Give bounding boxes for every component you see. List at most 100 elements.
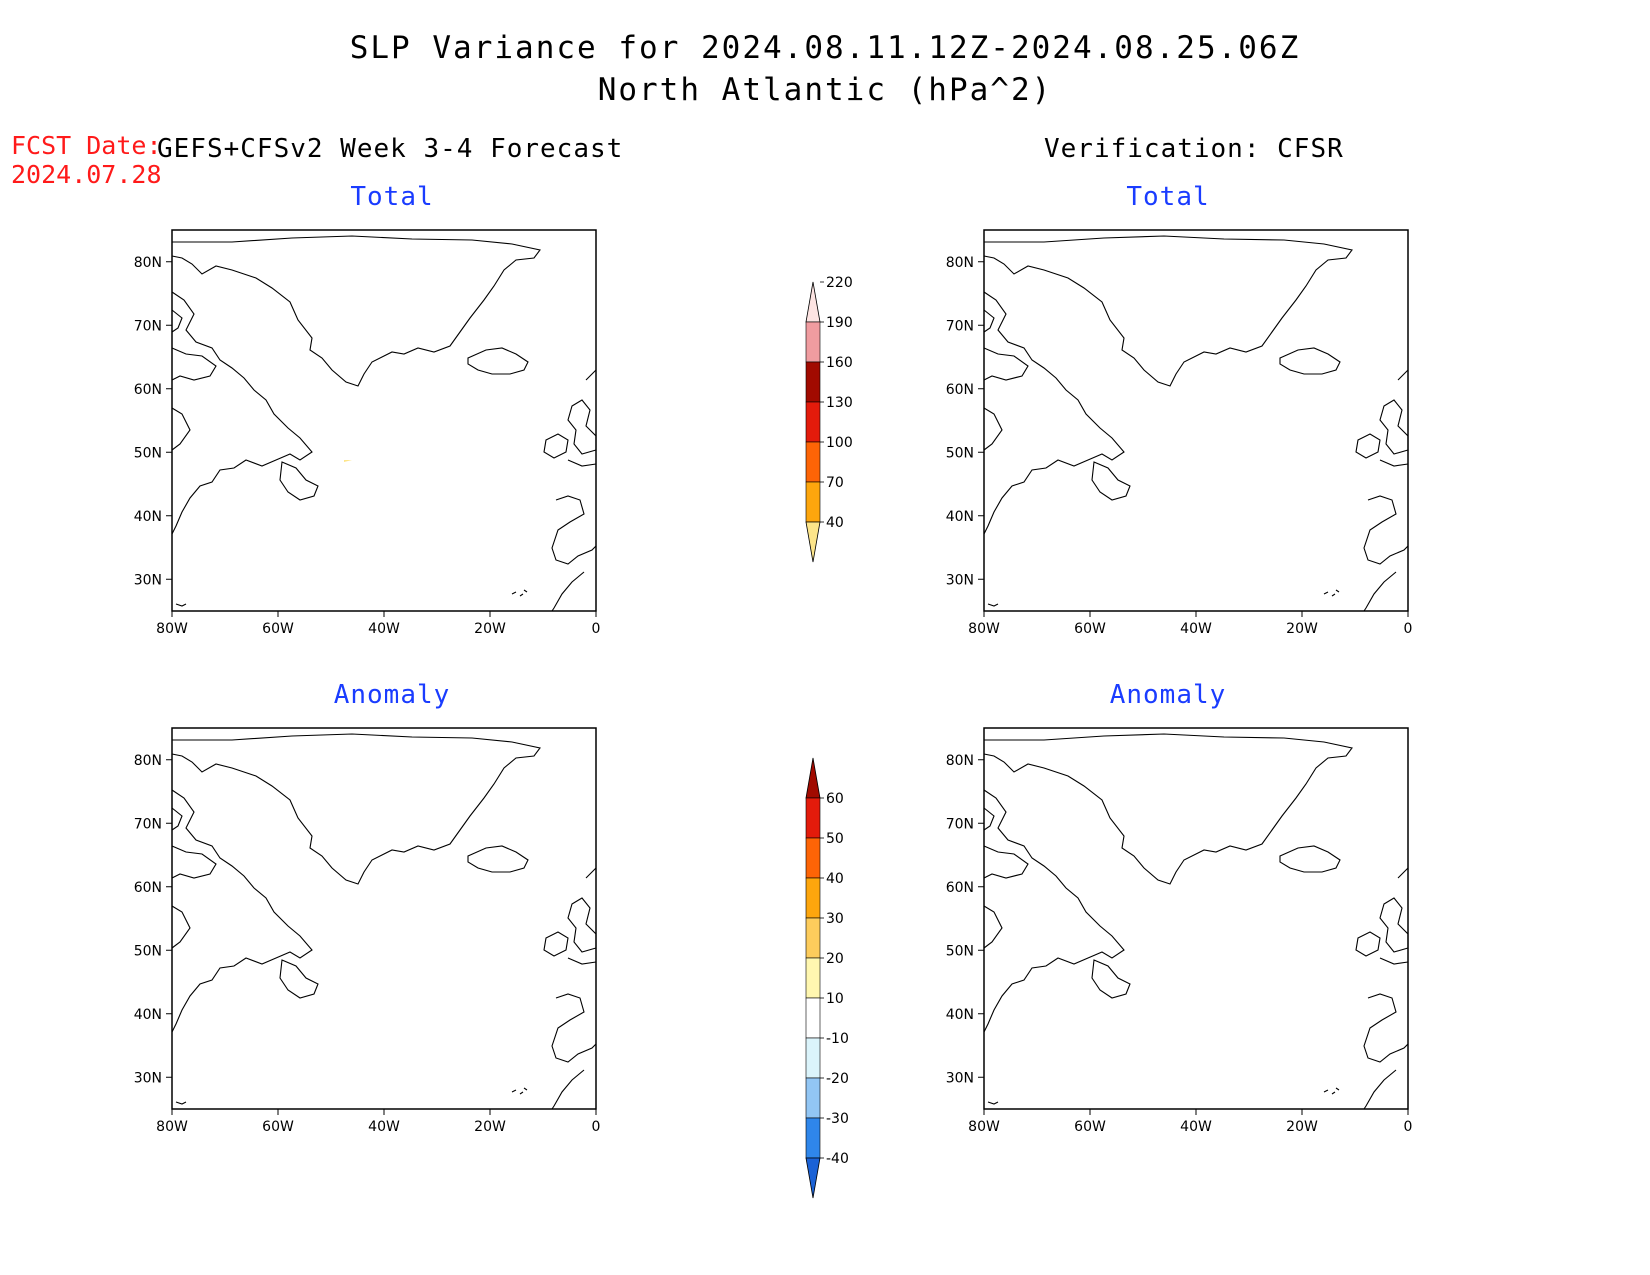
verif-total-frame: [983, 229, 1409, 612]
total-colorbar-label: 190: [826, 315, 853, 331]
lat-tick-label: 60N: [946, 880, 974, 896]
lon-tick-label: 0: [1404, 621, 1413, 637]
anomaly-colorbar-swatch: [805, 917, 821, 959]
anomaly-colorbar-swatch: [805, 877, 821, 919]
lon-tick-label: 80W: [156, 621, 188, 637]
verif-anomaly-field: [984, 728, 1408, 1109]
anomaly-colorbar-label: 40: [826, 871, 844, 887]
fcst-date-label: FCST Date:: [11, 131, 162, 160]
anomaly-colorbar-label: 30: [826, 911, 844, 927]
verif-anomaly-coastline: [983, 733, 1409, 1110]
total-colorbar-label: 220: [826, 275, 853, 291]
lat-tick-label: 40N: [134, 509, 162, 525]
lon-tick-label: 60W: [1074, 1119, 1106, 1135]
lat-tick-label: 30N: [946, 1070, 974, 1086]
anomaly-colorbar-label: 20: [826, 951, 844, 967]
lat-tick-label: 40N: [946, 1007, 974, 1023]
anomaly-colorbar-label: 50: [826, 831, 844, 847]
anomaly-colorbar-swatch: [805, 1037, 821, 1079]
lon-tick-label: 40W: [1180, 621, 1212, 637]
lat-tick-label: 30N: [946, 572, 974, 588]
lat-tick-label: 50N: [134, 943, 162, 959]
total-colorbar-bottom-arrow: [805, 521, 821, 563]
anomaly-colorbar-swatch: [805, 957, 821, 999]
forecast-total-frame: [171, 229, 597, 612]
anomaly-colorbar-label: 10: [826, 991, 844, 1007]
lat-tick-label: 80N: [134, 255, 162, 271]
forecast-anomaly-frame: [171, 727, 597, 1110]
lat-tick-label: 80N: [134, 753, 162, 769]
lon-tick-label: 60W: [262, 621, 294, 637]
lat-tick-label: 30N: [134, 572, 162, 588]
total-colorbar-label: 130: [826, 395, 853, 411]
colorbars: 40 70 100 130 160 190 220 -40 -30 -20 -10 10 20 30 40 5…: [805, 275, 853, 1199]
fcst-date-value: 2024.07.28: [11, 160, 162, 189]
forecast-anomaly-field: [396, 832, 460, 876]
panel-title-verif-total: Total: [1126, 182, 1210, 212]
lon-tick-label: 40W: [368, 621, 400, 637]
total-colorbar-swatch: [805, 401, 821, 443]
lat-tick-label: 50N: [946, 445, 974, 461]
lat-tick-label: 70N: [946, 816, 974, 832]
verif-total-field: [984, 230, 1408, 578]
anomaly-colorbar-label: 60: [826, 791, 844, 807]
total-colorbar-label: 70: [826, 475, 844, 491]
lon-tick-label: 80W: [968, 621, 1000, 637]
total-colorbar-swatch: [805, 481, 821, 523]
panel-title-forecast-total: Total: [350, 182, 434, 212]
lon-tick-label: 0: [592, 621, 601, 637]
total-colorbar-top-arrow: [805, 281, 821, 323]
anomaly-colorbar-swatch: [805, 1077, 821, 1119]
right-column-title: Verification: CFSR: [1044, 134, 1344, 164]
lat-tick-label: 60N: [134, 382, 162, 398]
lon-tick-label: 80W: [968, 1119, 1000, 1135]
lat-tick-label: 30N: [134, 1070, 162, 1086]
anomaly-colorbar-bottom-arrow: [805, 1157, 821, 1199]
lat-tick-label: 80N: [946, 255, 974, 271]
forecast-anomaly-coastline: [171, 733, 597, 1110]
panel-title-forecast-anomaly: Anomaly: [333, 680, 451, 710]
lat-tick-label: 40N: [134, 1007, 162, 1023]
lat-tick-label: 70N: [134, 318, 162, 334]
anomaly-colorbar-label: -10: [826, 1031, 849, 1047]
lon-tick-label: 20W: [474, 1119, 506, 1135]
lat-tick-label: 60N: [946, 382, 974, 398]
lat-tick-label: 70N: [946, 318, 974, 334]
lat-tick-label: 60N: [134, 880, 162, 896]
chart-subtitle: North Atlantic (hPa^2): [597, 72, 1053, 108]
lon-tick-label: 20W: [474, 621, 506, 637]
lat-tick-label: 80N: [946, 753, 974, 769]
anomaly-colorbar-swatch: [805, 837, 821, 879]
forecast-total-field: [344, 460, 352, 462]
forecast-total-coastline: [171, 235, 597, 612]
anomaly-colorbar-top-arrow: [805, 757, 821, 799]
lon-tick-label: 0: [592, 1119, 601, 1135]
verif-total-coastline: [983, 235, 1409, 612]
anomaly-colorbar-label: -30: [826, 1111, 849, 1127]
left-column-title: GEFS+CFSv2 Week 3-4 Forecast: [157, 134, 624, 164]
lat-tick-label: 40N: [946, 509, 974, 525]
total-colorbar-swatch: [805, 321, 821, 363]
total-colorbar-label: 160: [826, 355, 853, 371]
lat-tick-label: 50N: [134, 445, 162, 461]
anomaly-colorbar-swatch: [805, 797, 821, 839]
lon-tick-label: 80W: [156, 1119, 188, 1135]
lon-tick-label: 60W: [1074, 621, 1106, 637]
lat-tick-label: 70N: [134, 816, 162, 832]
lon-tick-label: 20W: [1286, 621, 1318, 637]
chart-title: SLP Variance for 2024.08.11.12Z-2024.08.…: [349, 30, 1301, 66]
anomaly-colorbar-swatch: [805, 997, 821, 1039]
lat-tick-label: 50N: [946, 943, 974, 959]
lon-tick-label: 40W: [368, 1119, 400, 1135]
panel-frames: 80W 60W 40W 20W 0 80N 70N 60N 50N 40N 30N 80W 60W 40W…: [134, 229, 1413, 1135]
lon-tick-label: 60W: [262, 1119, 294, 1135]
lon-tick-label: 20W: [1286, 1119, 1318, 1135]
total-colorbar-swatch: [805, 361, 821, 403]
lon-tick-label: 40W: [1180, 1119, 1212, 1135]
panel-title-verif-anomaly: Anomaly: [1109, 680, 1227, 710]
anomaly-colorbar-swatch: [805, 1117, 821, 1159]
verif-anomaly-frame: [983, 727, 1409, 1110]
total-colorbar-swatch: [805, 441, 821, 483]
total-colorbar-label: 100: [826, 435, 853, 451]
